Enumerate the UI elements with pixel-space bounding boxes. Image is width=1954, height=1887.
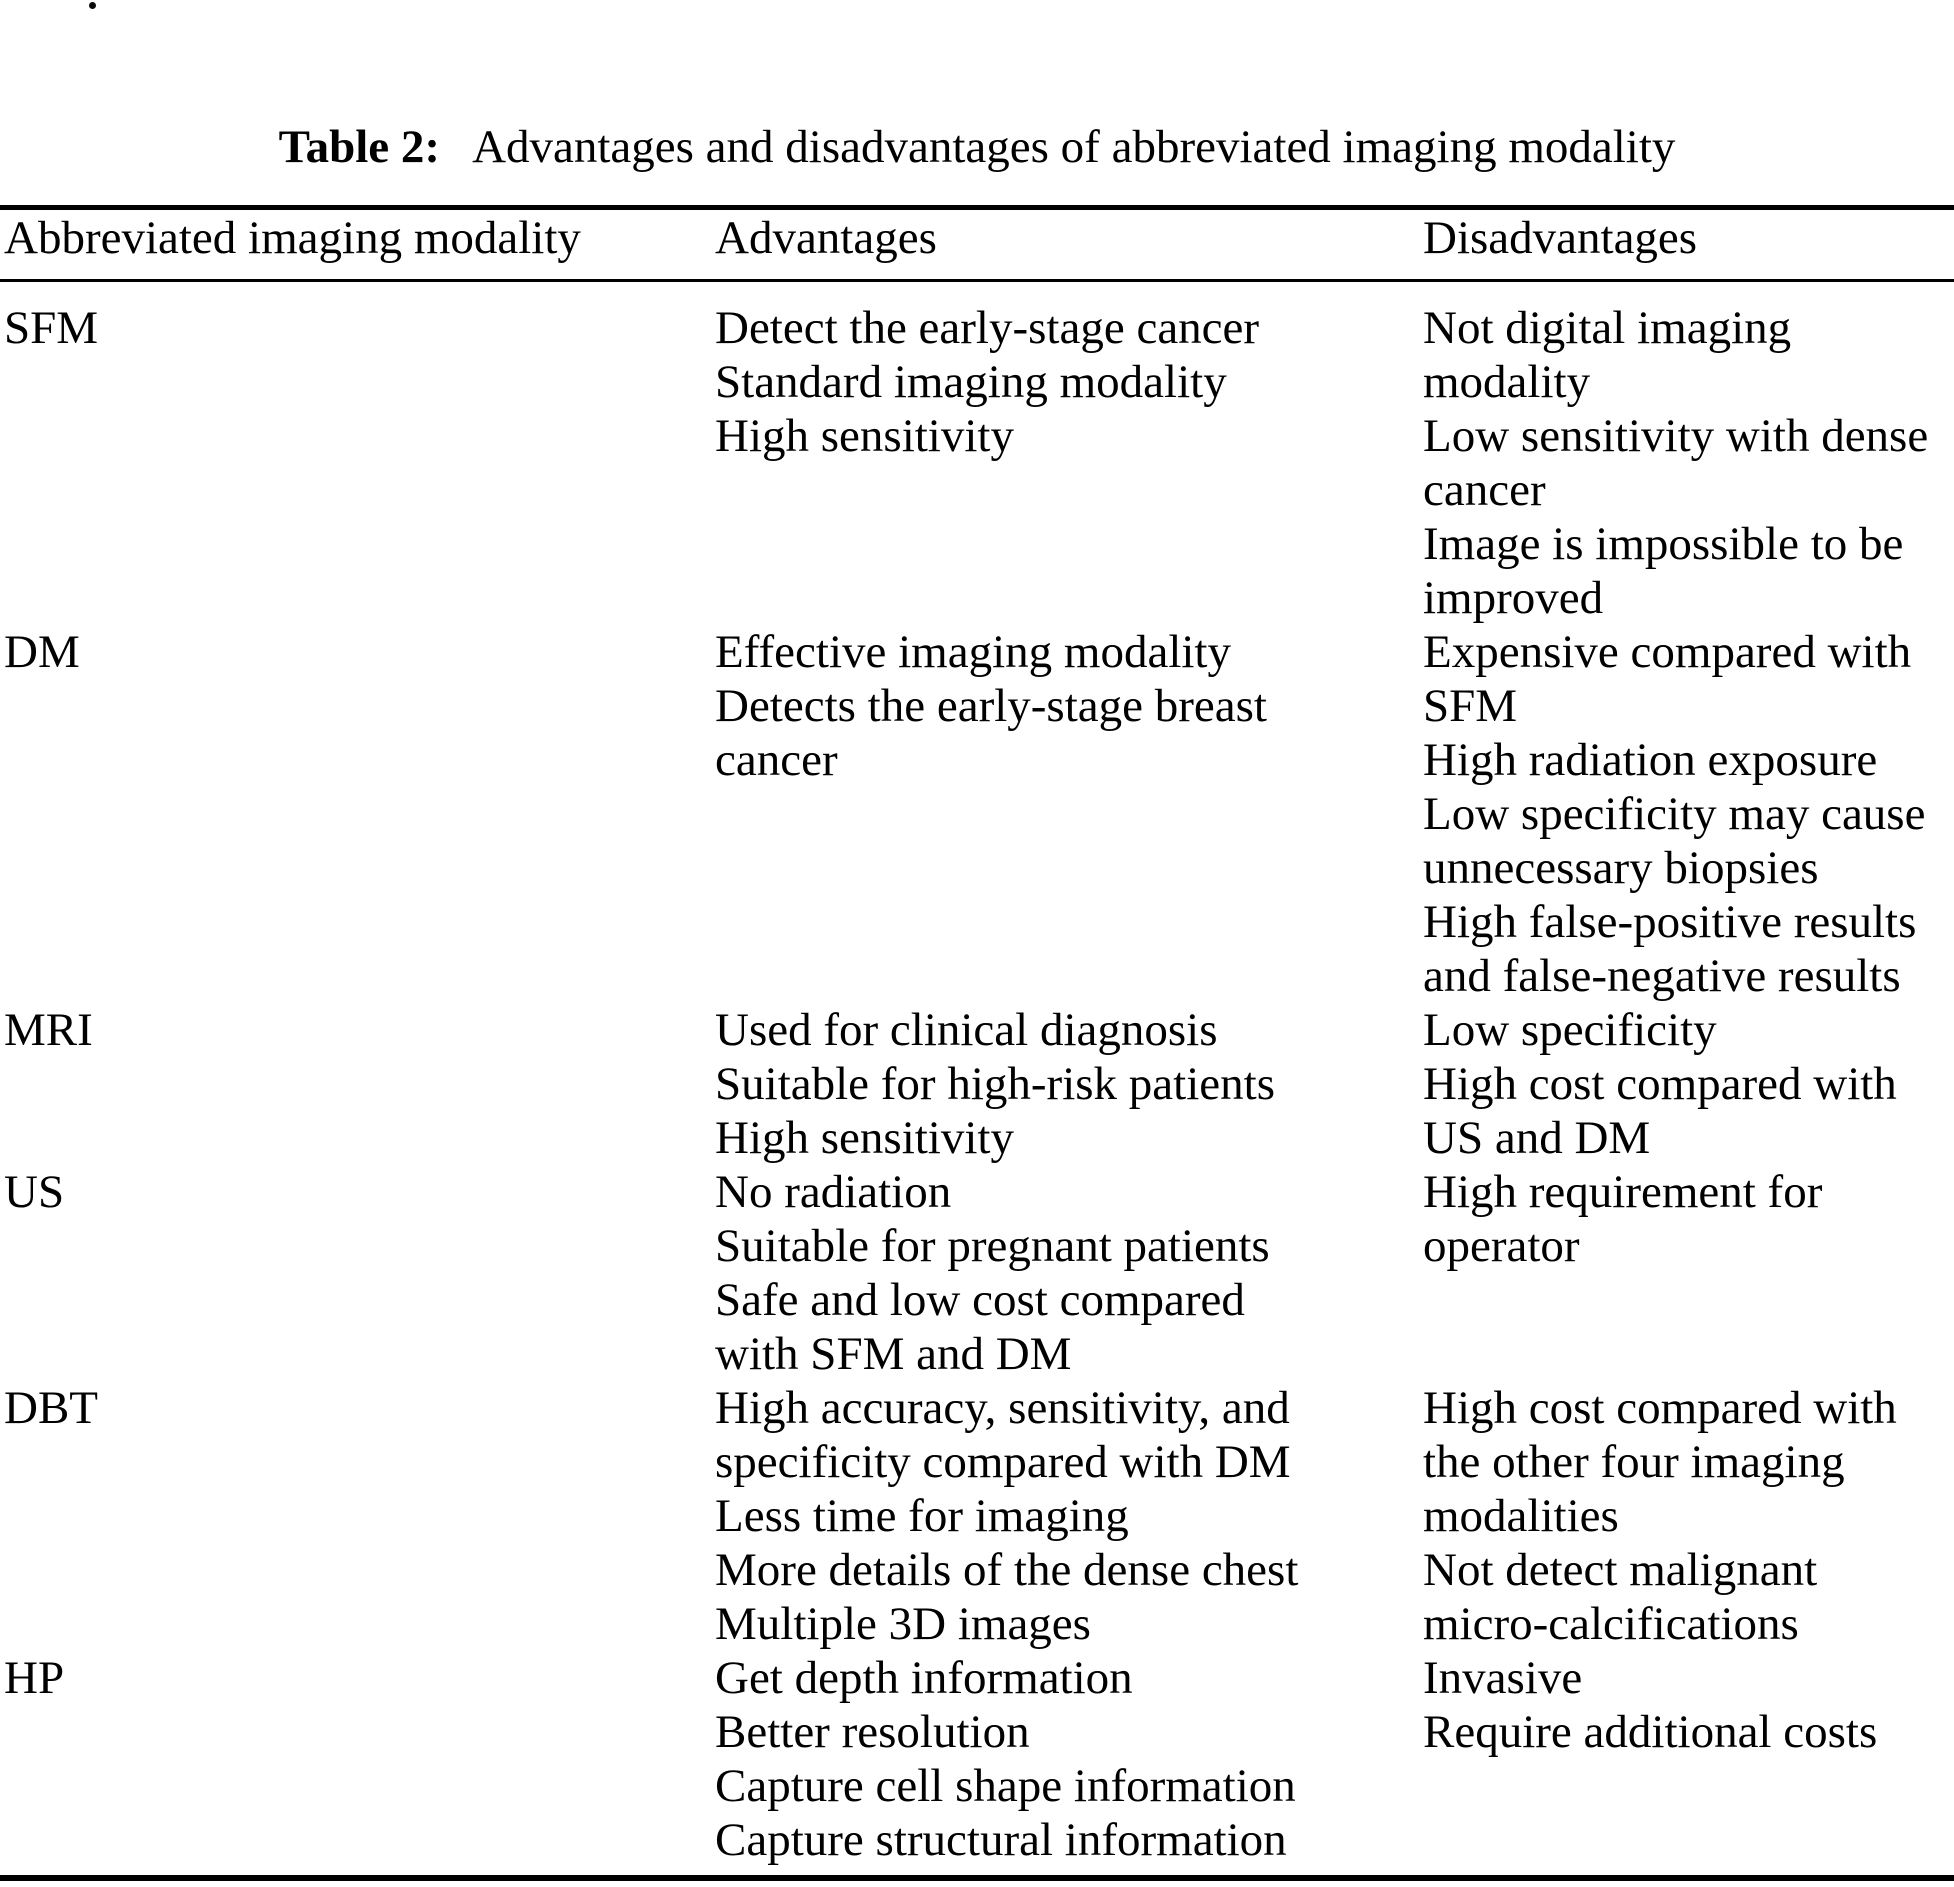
column-header-disadvantages: Disadvantages: [1423, 212, 1698, 264]
column-header-modality: Abbreviated imaging modality: [4, 212, 581, 264]
disadvantages-cell: High cost compared with the other four i…: [1423, 1382, 1897, 1650]
table-row-hp: HP Get depth information Better resoluti…: [0, 1651, 1954, 1867]
table-row-sfm: SFM Detect the early-stage cancer Standa…: [0, 301, 1954, 625]
caption-text: Advantages and disadvantages of abbrevia…: [472, 121, 1676, 173]
table-row-dm: DM Effective imaging modality Detects th…: [0, 625, 1954, 1003]
modality-cell: DBT: [4, 1382, 98, 1434]
advantages-cell: No radiation Suitable for pregnant patie…: [715, 1166, 1270, 1380]
table-bottom-rule: [0, 1875, 1954, 1881]
disadvantages-cell: Invasive Require additional costs: [1423, 1652, 1878, 1758]
table-header-rule: [0, 279, 1954, 282]
modality-cell: HP: [4, 1652, 65, 1704]
advantages-cell: Used for clinical diagnosis Suitable for…: [715, 1004, 1275, 1164]
table-row-dbt: DBT High accuracy, sensitivity, and spec…: [0, 1381, 1954, 1651]
table-top-rule: [0, 205, 1954, 210]
advantages-cell: High accuracy, sensitivity, and specific…: [715, 1382, 1299, 1650]
modality-cell: SFM: [4, 302, 99, 354]
column-header-advantages: Advantages: [715, 212, 937, 264]
table-caption: Table 2: Advantages and disadvantages of …: [0, 120, 1954, 174]
table-row-mri: MRI Used for clinical diagnosis Suitable…: [0, 1003, 1954, 1165]
disadvantages-cell: Not digital imaging modality Low sensiti…: [1423, 302, 1929, 624]
caption-label: Table 2:: [278, 121, 441, 173]
table-body: SFM Detect the early-stage cancer Standa…: [0, 301, 1954, 1867]
advantages-cell: Effective imaging modality Detects the e…: [715, 626, 1267, 786]
table-row-us: US No radiation Suitable for pregnant pa…: [0, 1165, 1954, 1381]
table-header-row: Abbreviated imaging modality Advantages …: [0, 211, 1954, 265]
advantages-cell: Get depth information Better resolution …: [715, 1652, 1296, 1866]
modality-cell: US: [4, 1166, 65, 1218]
modality-cell: MRI: [4, 1004, 93, 1056]
stray-dot: [89, 2, 96, 9]
advantages-cell: Detect the early-stage cancer Standard i…: [715, 302, 1260, 462]
disadvantages-cell: Low specificity High cost compared with …: [1423, 1004, 1897, 1164]
disadvantages-cell: Expensive compared with SFM High radiati…: [1423, 626, 1926, 1002]
disadvantages-cell: High requirement for operator: [1423, 1166, 1823, 1272]
modality-cell: DM: [4, 626, 80, 678]
